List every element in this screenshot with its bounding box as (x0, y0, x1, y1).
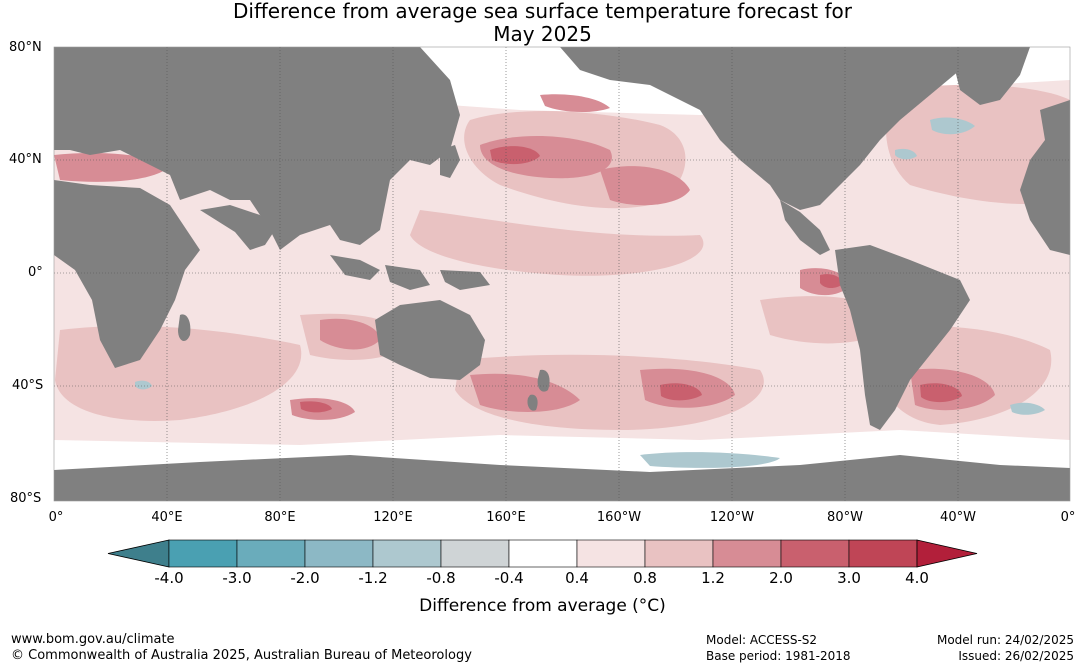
colorbar-tick: 2.0 (769, 569, 793, 587)
colorbar-bin (780, 539, 850, 568)
footer-base-period: Base period: 1981-2018 (706, 649, 851, 663)
map-title: Difference from average sea surface temp… (0, 0, 1085, 46)
colorbar-bin (576, 539, 646, 568)
colorbar-tick: -2.0 (290, 569, 320, 587)
warm-hot-patches (300, 146, 962, 413)
lon-label-120e: 120°E (373, 510, 413, 525)
graticule (54, 47, 1070, 501)
footer-copyright: © Commonwealth of Australia 2025, Austra… (11, 648, 472, 663)
lon-label-160w: 160°W (596, 510, 642, 525)
colorbar-tick: -0.8 (426, 569, 456, 587)
lon-label-160e: 160°E (486, 510, 526, 525)
lon-label-80e: 80°E (264, 510, 296, 525)
lon-label-120w: 120°W (709, 510, 755, 525)
map-frame (53, 46, 1071, 502)
land (54, 47, 1070, 501)
colorbar-tick: -3.0 (222, 569, 252, 587)
lon-label-0-west: 0° (48, 510, 64, 525)
colorbar-extend-low (107, 539, 170, 568)
colorbar-bin (848, 539, 918, 568)
colorbar-tick: 1.2 (701, 569, 725, 587)
lon-label-40w: 40°W (940, 510, 976, 525)
lat-label-40n: 40°N (9, 152, 42, 167)
footer-url[interactable]: www.bom.gov.au/climate (11, 632, 175, 647)
colorbar-bin (304, 539, 374, 568)
lat-label-40s: 40°S (12, 378, 44, 393)
colorbar-tick: 3.0 (837, 569, 861, 587)
colorbar-bin (508, 539, 578, 568)
colorbar-tick: 0.8 (633, 569, 657, 587)
colorbar-tick: -4.0 (154, 569, 184, 587)
colorbar-tick: -1.2 (358, 569, 388, 587)
colorbar-bin (644, 539, 714, 568)
colorbar (107, 539, 978, 568)
colorbar-bin (168, 539, 238, 568)
lat-label-eq: 0° (28, 265, 43, 280)
footer-issued: Issued: 26/02/2025 (958, 649, 1074, 663)
cool-patches (135, 117, 1045, 468)
colorbar-bin (712, 539, 782, 568)
footer-model: Model: ACCESS-S2 (706, 633, 818, 647)
colorbar-bin (236, 539, 306, 568)
colorbar-bin (372, 539, 442, 568)
footer-model-run: Model run: 24/02/2025 (936, 633, 1074, 647)
lon-label-40e: 40°E (151, 510, 183, 525)
colorbar-tick: 0.4 (565, 569, 589, 587)
lon-label-80w: 80°W (827, 510, 863, 525)
title-line-1: Difference from average sea surface temp… (232, 0, 852, 23)
title-line-2: May 2025 (493, 22, 592, 46)
lon-label-0-east: 0° (1060, 510, 1076, 525)
colorbar-bin (440, 539, 510, 568)
lat-label-80n: 80°N (9, 40, 42, 55)
colorbar-label: Difference from average (°C) (419, 596, 666, 616)
colorbar-tick: -0.4 (494, 569, 524, 587)
lat-label-80s: 80°S (10, 491, 42, 506)
colorbar-extend-high (916, 539, 978, 568)
colorbar-tick: 4.0 (905, 569, 929, 587)
